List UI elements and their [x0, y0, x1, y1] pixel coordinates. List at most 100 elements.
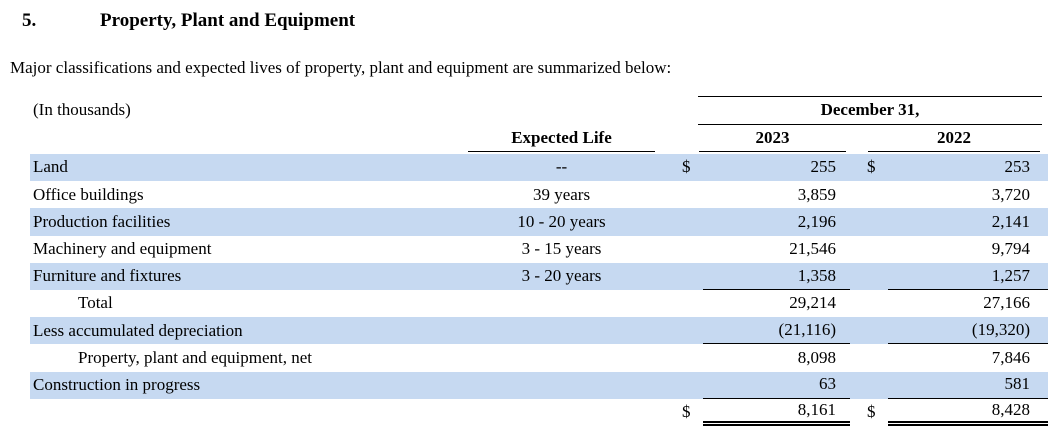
table-row-less-accumulated-depreciation: Less accumulated depreciation (21,116) (… [30, 317, 1048, 345]
value-2023-cell: 8,098 [681, 344, 850, 371]
col-header-2023: 2023 [699, 126, 846, 152]
table-header-row-dates: (In thousands) December 31, [30, 91, 1048, 126]
currency-symbol [866, 290, 888, 317]
value-2023: 29,214 [789, 293, 836, 313]
table-row-ppe-net: Property, plant and equipment, net 8,098… [30, 344, 1048, 371]
value-2022-cell: 7,846 [866, 344, 1048, 371]
date-group-header: December 31, [698, 96, 1042, 125]
ppe-table: (In thousands) December 31, Expected Lif… [30, 91, 1048, 426]
value-2023: 8,098 [797, 347, 836, 367]
expected-life-cell: 3 - 20 years [521, 266, 602, 286]
currency-symbol [866, 236, 888, 263]
value-2023-cell: (21,116) [681, 317, 850, 345]
value-2022-cell: 2,141 [866, 208, 1048, 235]
currency-symbol: $ [867, 402, 876, 422]
value-2022-cell: 581 [866, 372, 1048, 399]
value-2022: 2,141 [991, 211, 1030, 231]
header-spacer [663, 126, 681, 152]
value-2023: 21,546 [789, 238, 836, 258]
row-label: Total [78, 293, 113, 313]
currency-symbol [866, 208, 888, 235]
table-header-row-columns: Expected Life 2023 2022 [30, 126, 1048, 154]
value-2022: (19,320) [888, 317, 1048, 345]
currency-symbol [681, 208, 703, 235]
value-2023-cell: 63 [681, 372, 850, 399]
row-label: Production facilities [33, 211, 171, 231]
value-2023-cell: $8,161 [681, 399, 850, 426]
header-spacer [460, 91, 663, 126]
currency-symbol [866, 344, 888, 371]
row-label: Furniture and fixtures [33, 266, 182, 286]
value-2023: (21,116) [703, 317, 850, 345]
row-label: Property, plant and equipment, net [78, 347, 313, 367]
currency-symbol [681, 290, 703, 317]
expected-life-cell: -- [555, 157, 568, 177]
intro-paragraph: Major classifications and expected lives… [10, 58, 672, 77]
value-2023-cell: 21,546 [681, 236, 850, 263]
section-heading: 5. Property, Plant and Equipment [22, 10, 1048, 32]
value-2023: 63 [703, 372, 850, 399]
header-spacer [850, 126, 866, 152]
value-2022-cell: $253 [866, 154, 1048, 181]
value-2023-cell: 3,859 [681, 181, 850, 208]
table-row-total: Total 29,214 27,166 [30, 290, 1048, 317]
expected-life-cell: 39 years [532, 184, 591, 204]
value-2022-cell: (19,320) [866, 317, 1048, 345]
currency-symbol [866, 372, 888, 399]
currency-symbol [681, 344, 703, 371]
row-label: Machinery and equipment [33, 238, 212, 258]
value-2023: 3,859 [797, 184, 836, 204]
value-2022-cell: 3,720 [866, 181, 1048, 208]
value-2022: 1,257 [888, 263, 1048, 290]
currency-symbol [681, 372, 703, 399]
table-row-grand-total: $8,161 $8,428 [30, 399, 1048, 426]
table-row-machinery-equipment: Machinery and equipment 3 - 15 years 21,… [30, 236, 1048, 263]
table-row-land: Land -- $255 $253 [30, 154, 1048, 182]
expected-life-cell: 10 - 20 years [517, 211, 606, 231]
value-2023: 8,161 [703, 399, 850, 426]
section-title: Property, Plant and Equipment [100, 10, 356, 31]
col-header-expected-life: Expected Life [468, 126, 655, 152]
currency-symbol [681, 263, 703, 290]
value-2023-cell: 29,214 [681, 290, 850, 317]
currency-symbol: $ [867, 157, 876, 177]
table-row-office-buildings: Office buildings 39 years 3,859 3,720 [30, 181, 1048, 208]
value-2023: 2,196 [797, 211, 836, 231]
row-label: Office buildings [33, 184, 144, 204]
value-2022: 27,166 [983, 293, 1030, 313]
header-spacer [30, 126, 460, 152]
currency-symbol [866, 263, 888, 290]
value-2023-cell: $255 [681, 154, 850, 181]
row-label: Less accumulated depreciation [33, 320, 243, 340]
expected-life-cell: 3 - 15 years [521, 238, 602, 258]
value-2022-cell: 9,794 [866, 236, 1048, 263]
currency-symbol: $ [682, 402, 691, 422]
row-label: Land [33, 157, 68, 177]
units-label: (In thousands) [33, 100, 131, 119]
value-2022-cell: 1,257 [866, 263, 1048, 290]
currency-symbol [866, 317, 888, 344]
value-2022-cell: $8,428 [866, 399, 1048, 426]
section-number: 5. [22, 10, 37, 31]
value-2023: 1,358 [703, 263, 850, 290]
value-2022: 3,720 [991, 184, 1030, 204]
value-2023-cell: 2,196 [681, 208, 850, 235]
value-2022: 581 [888, 372, 1048, 399]
currency-symbol [681, 236, 703, 263]
table-row-production-facilities: Production facilities 10 - 20 years 2,19… [30, 208, 1048, 236]
value-2022: 253 [1004, 157, 1031, 177]
currency-symbol [681, 181, 703, 208]
currency-symbol [681, 317, 703, 344]
table-row-furniture-fixtures: Furniture and fixtures 3 - 20 years 1,35… [30, 262, 1048, 290]
value-2023-cell: 1,358 [681, 263, 850, 290]
value-2022: 9,794 [991, 238, 1030, 258]
value-2023: 255 [810, 157, 837, 177]
value-2022-cell: 27,166 [866, 290, 1048, 317]
value-2022: 8,428 [888, 399, 1048, 426]
currency-symbol [866, 181, 888, 208]
value-2022: 7,846 [991, 347, 1030, 367]
row-label: Construction in progress [33, 374, 201, 394]
table-row-construction-in-progress: Construction in progress 63 581 [30, 371, 1048, 399]
currency-symbol: $ [682, 157, 691, 177]
